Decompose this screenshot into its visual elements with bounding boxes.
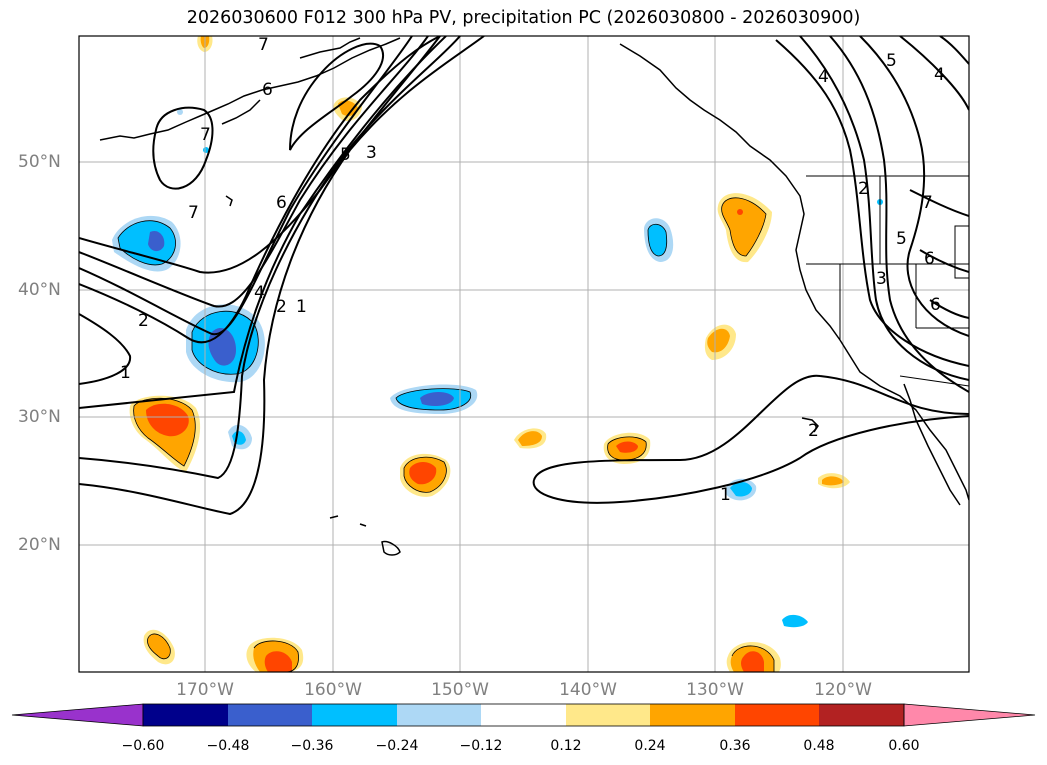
contour-label: 2 [858, 179, 869, 199]
colorbar-tick-label: 0.60 [888, 738, 920, 754]
colorbar-frame [142, 703, 905, 727]
colorbar-segment [481, 704, 566, 726]
map-title: 2026030600 F012 300 hPa PV, precipitatio… [186, 8, 861, 28]
colorbar [11, 703, 1036, 727]
colorbar-segment [566, 704, 650, 726]
precip-positive-regions [129, 36, 850, 672]
colorbar-tick-label: 0.24 [634, 738, 666, 754]
contour-label: 4 [934, 65, 945, 85]
coastlines [99, 37, 969, 556]
contour-label: 4 [818, 67, 829, 87]
contour-label: 2 [808, 421, 819, 441]
lon-label: 170°W [176, 680, 234, 700]
colorbar-tick-label: −0.48 [206, 738, 250, 754]
colorbar-segment-under [11, 703, 144, 727]
contour-label: 1 [720, 485, 731, 505]
colorbar-segment [819, 704, 904, 726]
colorbar-tick-label: −0.36 [290, 738, 334, 754]
contour-labels: 7 6 7 5 3 6 7 4 2 1 2 1 4 5 4 7 2 5 3 6 … [120, 35, 945, 505]
precip-negative-regions [112, 109, 883, 628]
lat-label: 50°N [18, 152, 61, 172]
contour-label: 6 [930, 295, 941, 315]
lon-label: 120°W [814, 680, 872, 700]
graticule [79, 36, 969, 672]
lon-label: 150°W [431, 680, 489, 700]
lon-label: 160°W [304, 680, 362, 700]
contour-label: 4 [254, 283, 265, 303]
political-borders [806, 175, 969, 387]
lon-label: 130°W [686, 680, 744, 700]
contour-label: 7 [200, 125, 211, 145]
precip-outlines [117, 197, 775, 672]
contour-label: 6 [924, 249, 935, 269]
contour-label: 7 [258, 35, 269, 55]
contour-label: 3 [876, 269, 887, 289]
colorbar-tick-label: 0.12 [550, 738, 582, 754]
contour-label: 2 [138, 311, 149, 331]
lat-label: 20°N [18, 535, 61, 555]
contour-label: 5 [886, 51, 897, 71]
colorbar-segment [228, 704, 312, 726]
contour-label: 2 [276, 297, 287, 317]
colorbar-segment-over [903, 703, 1036, 727]
colorbar-tick-label: 0.36 [719, 738, 751, 754]
colorbar-segment [735, 704, 819, 726]
colorbar-tick-label: 0.48 [803, 738, 835, 754]
contour-label: 6 [262, 80, 273, 100]
contour-label: 7 [922, 193, 933, 213]
contour-label: 1 [120, 363, 131, 383]
lat-label: 30°N [18, 407, 61, 427]
colorbar-tick-label: −0.60 [121, 738, 165, 754]
colorbar-segment [397, 704, 481, 726]
contour-label: 3 [366, 143, 377, 163]
plot-frame [78, 35, 970, 673]
colorbar-tick-label: −0.24 [375, 738, 419, 754]
lat-label: 40°N [18, 280, 61, 300]
colorbar-segment [312, 704, 397, 726]
contour-label: 7 [188, 203, 199, 223]
contour-label: 5 [896, 229, 907, 249]
contour-label: 5 [340, 145, 351, 165]
colorbar-tick-label: −0.12 [459, 738, 503, 754]
contour-label: 6 [276, 193, 287, 213]
colorbar-segment [143, 704, 228, 726]
contour-label: 1 [296, 297, 307, 317]
colorbar-segment [650, 704, 735, 726]
lon-label: 140°W [559, 680, 617, 700]
pv-contours [79, 36, 969, 516]
